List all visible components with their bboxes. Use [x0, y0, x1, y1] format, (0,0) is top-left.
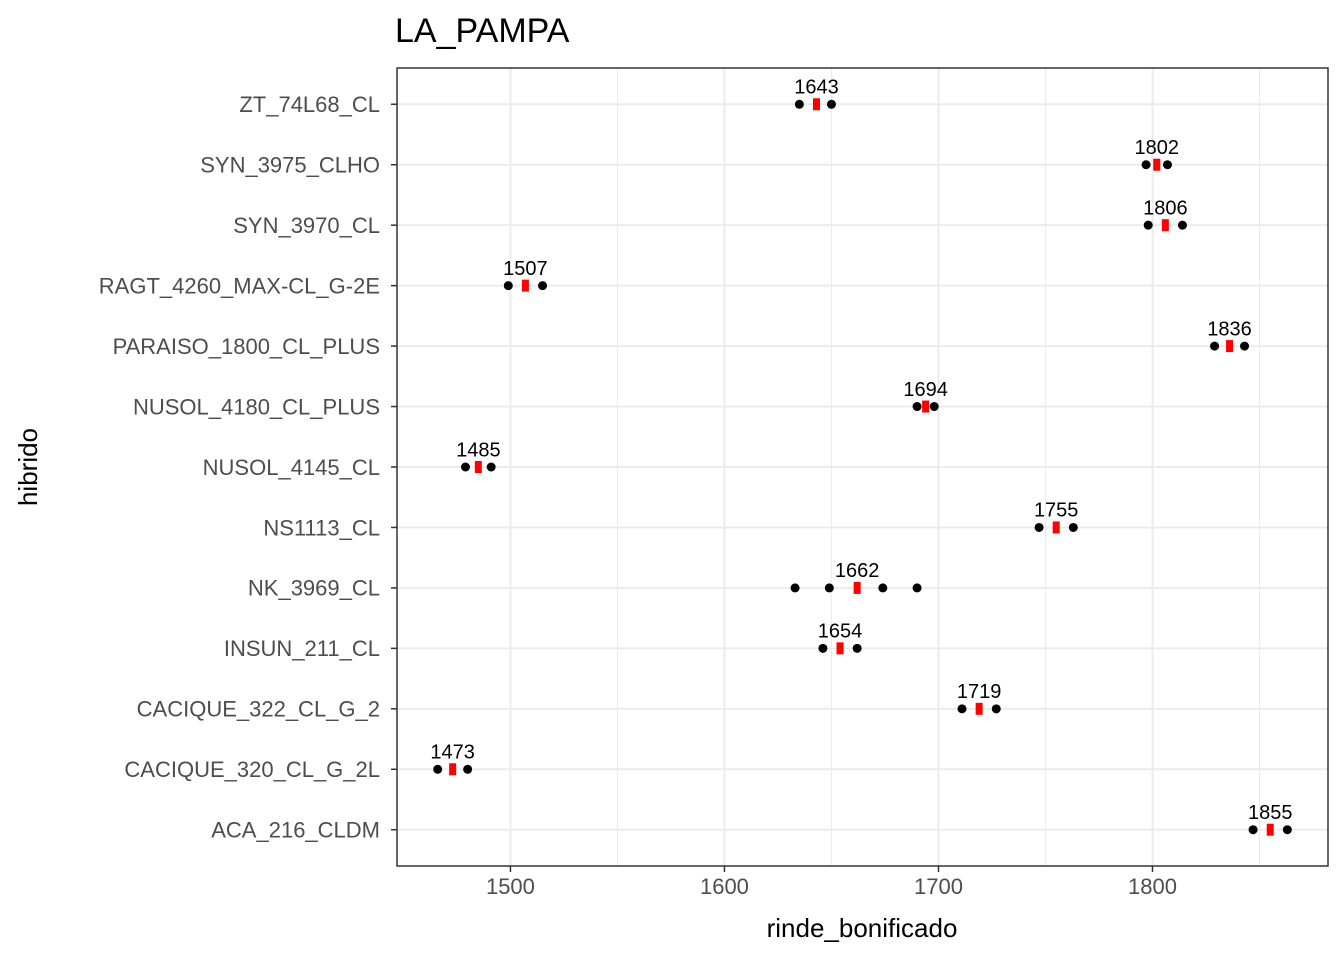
point	[1034, 522, 1044, 532]
mean-label: 1802	[1135, 137, 1180, 159]
mean-mark	[836, 642, 844, 655]
mean-mark	[975, 702, 983, 715]
mean-label: 1694	[903, 379, 948, 401]
mean-label: 1836	[1207, 318, 1252, 340]
mean-label: 1806	[1143, 197, 1188, 219]
mean-mark	[474, 461, 482, 473]
point	[1210, 341, 1220, 351]
y-tick-label: ACA_216_CLDM	[211, 818, 380, 843]
mean-mark	[922, 400, 930, 413]
mean-mark	[449, 763, 457, 776]
mean-mark	[1052, 521, 1060, 534]
point	[824, 583, 834, 593]
point	[463, 764, 473, 774]
y-axis-title: hibrido	[13, 428, 43, 506]
point	[912, 402, 922, 412]
x-tick-label: 1500	[486, 874, 535, 899]
mean-mark	[1226, 340, 1234, 353]
mean-mark	[521, 279, 529, 292]
y-tick-label: NUSOL_4145_CL	[203, 455, 380, 480]
y-tick-label: CACIQUE_320_CL_G_2L	[124, 757, 380, 782]
mean-label: 1473	[430, 742, 475, 764]
y-tick-label: SYN_3975_CLHO	[200, 153, 380, 178]
point	[433, 764, 443, 774]
point	[1248, 825, 1258, 835]
point	[790, 583, 800, 593]
y-tick-label: RAGT_4260_MAX-CL_G-2E	[99, 273, 380, 298]
y-tick-label: SYN_3970_CL	[233, 213, 380, 238]
point	[503, 281, 513, 291]
point	[878, 583, 888, 593]
mean-label: 1643	[794, 77, 839, 99]
y-tick-label: PARAISO_1800_CL_PLUS	[113, 334, 380, 359]
mean-mark	[1153, 158, 1161, 171]
point	[1162, 160, 1172, 170]
point	[991, 704, 1001, 714]
mean-label: 1507	[503, 258, 548, 280]
point	[1068, 522, 1078, 532]
y-tick-label: ZT_74L68_CL	[239, 92, 380, 117]
point	[818, 643, 828, 653]
mean-mark	[853, 581, 861, 594]
point	[1177, 220, 1187, 230]
y-tick-label: NK_3969_CL	[248, 576, 380, 601]
x-tick-label: 1600	[700, 874, 749, 899]
point	[1141, 160, 1151, 170]
grid: 1500 1600 1700 1800 ACA_216_CLDM CACIQUE_320_…	[99, 68, 1328, 899]
x-tick-label: 1700	[914, 874, 963, 899]
y-tick-label: NUSOL_4180_CL_PLUS	[133, 394, 380, 419]
point	[538, 281, 548, 291]
mean-label: 1719	[957, 681, 1002, 703]
x-tick-label: 1800	[1128, 874, 1177, 899]
mean-label: 1755	[1034, 500, 1079, 522]
point	[912, 583, 922, 593]
point	[1282, 825, 1292, 835]
mean-label: 1654	[818, 621, 863, 643]
mean-mark	[812, 98, 820, 111]
point	[1143, 220, 1153, 230]
y-tick-label: CACIQUE_322_CL_G_2	[137, 697, 380, 722]
mean-label: 1662	[835, 560, 880, 582]
point	[794, 99, 804, 109]
mean-mark	[1266, 823, 1274, 836]
point	[486, 462, 496, 472]
y-tick-label: INSUN_211_CL	[224, 636, 380, 661]
point	[460, 462, 470, 472]
point	[929, 402, 939, 412]
chart-title: LA_PAMPA	[395, 12, 570, 50]
y-tick-label: NS1113_CL	[263, 515, 380, 540]
plot-border	[396, 67, 1329, 867]
mean-label: 1485	[456, 439, 501, 461]
mean-mark	[1161, 219, 1169, 232]
point	[957, 704, 967, 714]
x-axis-title: rinde_bonificado	[767, 913, 958, 943]
marks: 1855 1473 1719 1654 1662 1755 1485 1694 1836 1507…	[430, 77, 1292, 836]
point	[826, 99, 836, 109]
point	[852, 643, 862, 653]
mean-label: 1855	[1248, 802, 1293, 824]
point	[1240, 341, 1250, 351]
